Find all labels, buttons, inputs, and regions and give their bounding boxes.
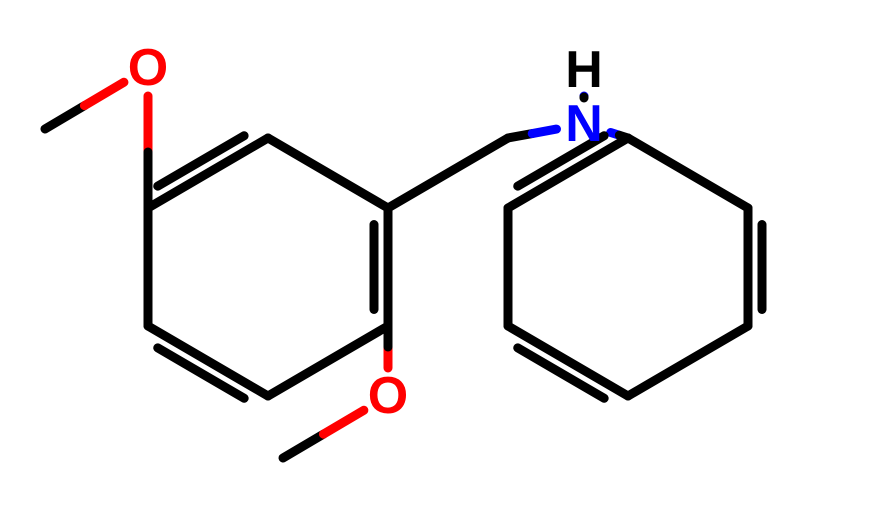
bond: [532, 129, 556, 133]
bond: [508, 326, 628, 396]
atom-label-H: H: [565, 41, 603, 99]
bond: [45, 106, 84, 129]
bond: [84, 82, 123, 105]
atom-label-N: N: [565, 95, 603, 153]
bond: [268, 138, 388, 208]
bond: [283, 434, 323, 458]
atom-label-O: O: [128, 39, 168, 97]
bond: [628, 326, 748, 396]
bond: [388, 138, 508, 208]
bond: [628, 138, 748, 208]
atom-label-O: O: [368, 367, 408, 425]
molecule-diagram: O O NH: [0, 0, 877, 522]
bond: [148, 138, 268, 208]
bond: [148, 326, 268, 396]
bond: [323, 410, 363, 434]
